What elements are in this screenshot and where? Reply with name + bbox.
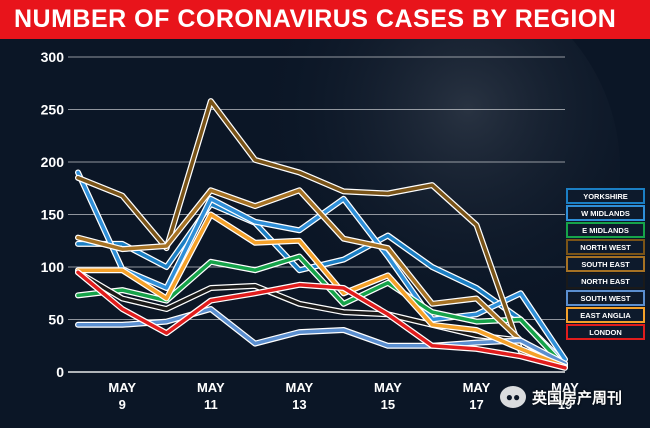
legend-label: LONDON	[589, 328, 622, 337]
chart-title: NUMBER OF CORONAVIRUS CASES BY REGION	[14, 5, 617, 33]
legend-box	[566, 222, 645, 238]
legend-label: W MIDLANDS	[581, 209, 630, 218]
x-tick-label: MAY 11	[197, 380, 225, 412]
x-tick-month: MAY	[551, 380, 579, 395]
legend-box	[566, 324, 645, 340]
wechat-icon: ●●	[500, 386, 526, 408]
legend-box	[566, 273, 645, 289]
legend-box	[566, 239, 645, 255]
x-tick-day: 13	[292, 397, 306, 412]
legend-label: EAST ANGLIA	[580, 311, 631, 320]
x-tick-month: MAY	[374, 380, 402, 395]
watermark-text: 英国房产周刊	[532, 388, 623, 407]
x-tick-month: MAY	[197, 380, 225, 395]
legend-item-w-midlands: W MIDLANDS	[566, 205, 645, 221]
legend-item-east-anglia: EAST ANGLIA	[566, 307, 645, 323]
series-line-east-anglia	[76, 212, 567, 369]
y-tick-label: 250	[41, 102, 65, 118]
legend-label: SOUTH WEST	[581, 294, 631, 303]
x-tick-label: MAY 19	[551, 380, 579, 412]
x-tick-month: MAY	[286, 380, 314, 395]
legend-item-south-east: SOUTH EAST	[566, 256, 645, 272]
series-line-north-west	[76, 99, 567, 369]
legend-label: SOUTH EAST	[581, 260, 630, 269]
y-tick-label: 300	[41, 49, 65, 65]
watermark: ●● 英国房产周刊	[500, 386, 622, 408]
x-tick-day: 9	[119, 397, 126, 412]
legend-box	[566, 205, 645, 221]
x-tick-label: MAY 13	[286, 380, 314, 412]
y-axis-ticks: 0 50 100 150 200 250 300	[41, 49, 65, 380]
legend-label: YORKSHIRE	[583, 192, 628, 201]
legend-item-e-midlands: E MIDLANDS	[566, 222, 645, 238]
y-tick-label: 100	[41, 259, 65, 275]
x-tick-label: MAY 9	[108, 380, 136, 412]
x-tick-month: MAY	[463, 380, 491, 395]
series-line-south-east	[76, 188, 567, 367]
legend-label: NORTH WEST	[580, 243, 631, 252]
series-line-south-west	[76, 307, 567, 366]
legend-item-north-west: NORTH WEST	[566, 239, 645, 255]
y-tick-label: 200	[41, 154, 65, 170]
legend-item-south-west: SOUTH WEST	[566, 290, 645, 306]
x-tick-day: 19	[558, 397, 572, 412]
x-tick-day: 11	[204, 397, 218, 412]
legend-box	[566, 256, 645, 272]
x-tick-day: 17	[469, 397, 483, 412]
series-line-e-midlands	[76, 254, 567, 369]
x-axis-ticks: MAY 9 MAY 11 MAY 13 MAY 15 MAY 17 MAY 19	[108, 380, 579, 412]
series-lines	[75, 98, 568, 371]
x-tick-day: 15	[381, 397, 395, 412]
legend-box	[566, 188, 645, 204]
x-tick-label: MAY 15	[374, 380, 402, 412]
legend-item-yorkshire: YORKSHIRE	[566, 188, 645, 204]
legend: YORKSHIRE W MIDLANDS E MIDLANDS NORTH WEST S…	[566, 188, 645, 340]
legend-box	[566, 290, 645, 306]
legend-item-north-east: NORTH EAST	[566, 273, 645, 289]
y-tick-label: 0	[56, 364, 64, 380]
legend-label: NORTH EAST	[581, 277, 630, 286]
title-bar: NUMBER OF CORONAVIRUS CASES BY REGION	[0, 0, 650, 39]
y-tick-label: 50	[48, 312, 64, 328]
y-tick-label: 150	[41, 207, 65, 223]
legend-item-london: LONDON	[566, 324, 645, 340]
x-tick-month: MAY	[108, 380, 136, 395]
legend-box	[566, 307, 645, 323]
legend-label: E MIDLANDS	[582, 226, 629, 235]
x-tick-label: MAY 17	[463, 380, 491, 412]
series-line-london	[76, 270, 567, 370]
